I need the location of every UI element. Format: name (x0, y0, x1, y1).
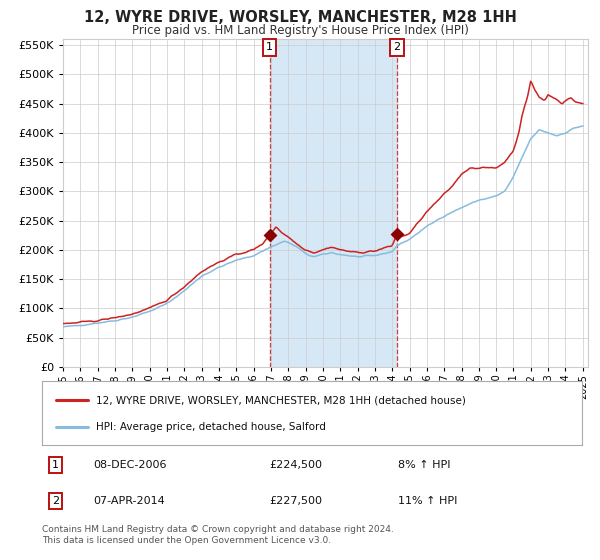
Text: 1: 1 (52, 460, 59, 470)
Point (392, 229, 401, 238)
Text: 11% ↑ HPI: 11% ↑ HPI (398, 496, 458, 506)
Text: Contains HM Land Registry data © Crown copyright and database right 2024.
This d: Contains HM Land Registry data © Crown c… (42, 525, 394, 545)
Text: 2: 2 (52, 496, 59, 506)
Text: 1: 1 (266, 43, 273, 53)
Text: £224,500: £224,500 (269, 460, 322, 470)
Text: 08-DEC-2006: 08-DEC-2006 (94, 460, 167, 470)
Text: £227,500: £227,500 (269, 496, 322, 506)
Text: 2: 2 (394, 43, 400, 53)
Text: HPI: Average price, detached house, Salford: HPI: Average price, detached house, Salf… (96, 422, 326, 432)
Text: 07-APR-2014: 07-APR-2014 (94, 496, 165, 506)
Text: Price paid vs. HM Land Registry's House Price Index (HPI): Price paid vs. HM Land Registry's House … (131, 24, 469, 37)
Bar (269, 39, 397, 367)
Text: 12, WYRE DRIVE, WORSLEY, MANCHESTER, M28 1HH: 12, WYRE DRIVE, WORSLEY, MANCHESTER, M28… (83, 10, 517, 25)
Text: 8% ↑ HPI: 8% ↑ HPI (398, 460, 451, 470)
Text: 12, WYRE DRIVE, WORSLEY, MANCHESTER, M28 1HH (detached house): 12, WYRE DRIVE, WORSLEY, MANCHESTER, M28… (96, 395, 466, 405)
Point (265, 231, 274, 240)
